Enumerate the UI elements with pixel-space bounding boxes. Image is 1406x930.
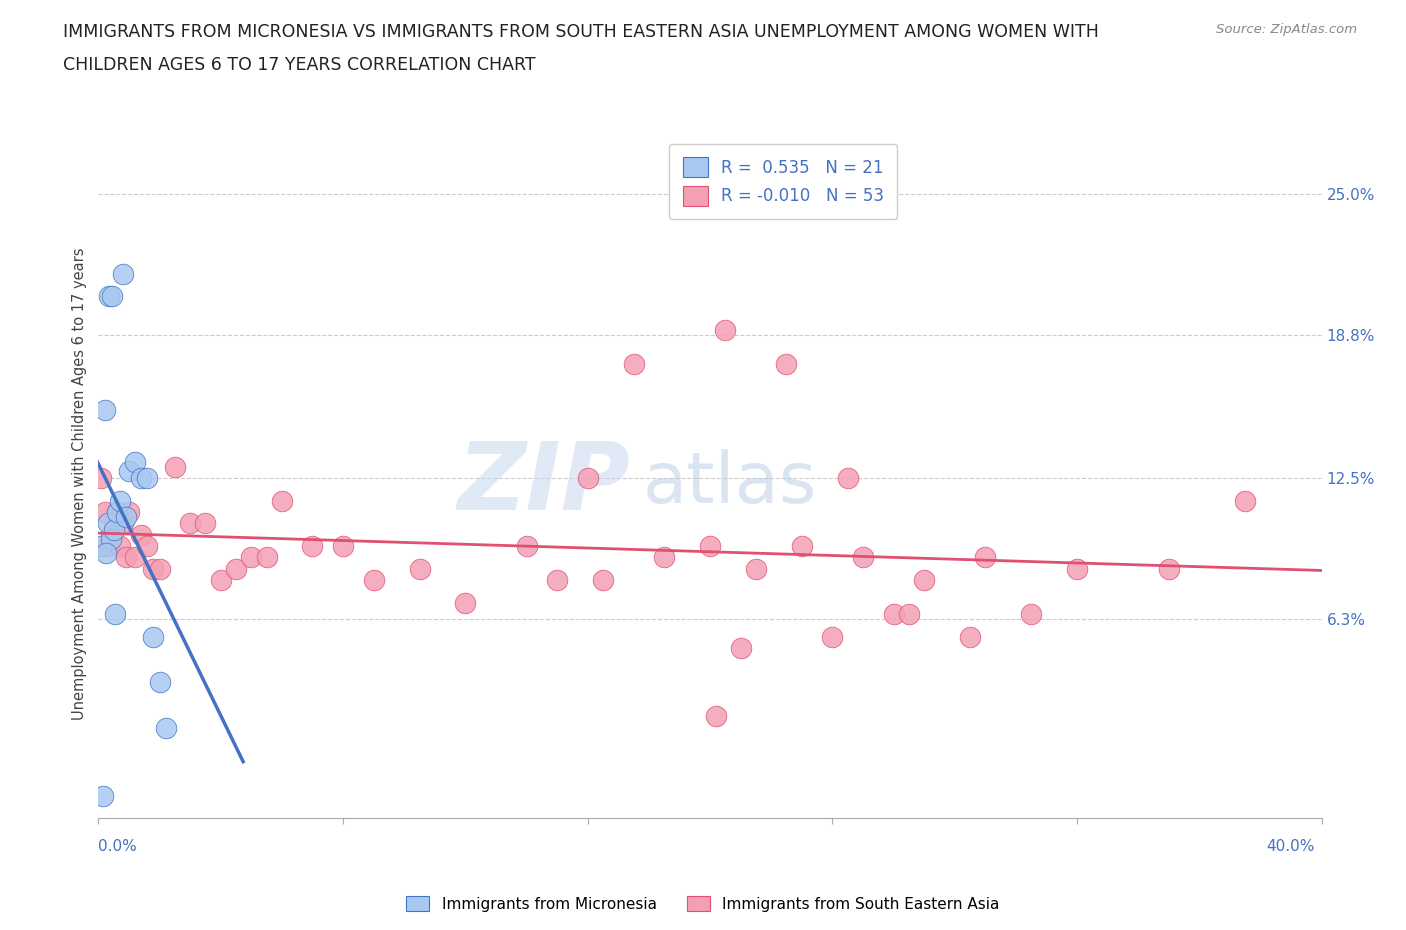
- Y-axis label: Unemployment Among Women with Children Ages 6 to 17 years: Unemployment Among Women with Children A…: [72, 247, 87, 720]
- Point: [103, 523, 125, 538]
- Point: [546, 573, 568, 588]
- Point: [745, 562, 768, 577]
- Point: [883, 606, 905, 621]
- Point: [124, 455, 146, 470]
- Point: [699, 538, 721, 553]
- Point: [775, 357, 797, 372]
- Point: [912, 573, 935, 588]
- Point: [714, 323, 737, 338]
- Point: [129, 471, 152, 485]
- Text: ZIP: ZIP: [457, 438, 630, 529]
- Point: [897, 606, 920, 621]
- Point: [790, 538, 813, 553]
- Point: [115, 550, 138, 565]
- Point: [108, 538, 131, 553]
- Point: [332, 538, 354, 553]
- Point: [821, 630, 844, 644]
- Point: [100, 527, 122, 542]
- Point: [179, 516, 201, 531]
- Point: [136, 471, 159, 485]
- Point: [194, 516, 217, 531]
- Point: [149, 675, 172, 690]
- Point: [136, 538, 159, 553]
- Point: [105, 505, 128, 520]
- Point: [142, 562, 165, 577]
- Point: [256, 550, 278, 565]
- Point: [93, 403, 115, 418]
- Point: [1066, 562, 1088, 577]
- Point: [90, 538, 112, 553]
- Point: [108, 493, 131, 508]
- Point: [115, 509, 138, 524]
- Point: [225, 562, 247, 577]
- Point: [959, 630, 981, 644]
- Point: [454, 595, 477, 610]
- Point: [209, 573, 232, 588]
- Point: [1234, 493, 1257, 508]
- Point: [837, 471, 859, 485]
- Point: [163, 459, 186, 474]
- Point: [408, 562, 430, 577]
- Point: [270, 493, 294, 508]
- Point: [652, 550, 675, 565]
- Legend: Immigrants from Micronesia, Immigrants from South Eastern Asia: Immigrants from Micronesia, Immigrants f…: [401, 889, 1005, 918]
- Point: [124, 550, 146, 565]
- Point: [576, 471, 599, 485]
- Point: [730, 641, 752, 656]
- Point: [129, 527, 152, 542]
- Point: [301, 538, 323, 553]
- Point: [90, 471, 112, 485]
- Legend: R =  0.535   N = 21, R = -0.010   N = 53: R = 0.535 N = 21, R = -0.010 N = 53: [669, 144, 897, 219]
- Text: atlas: atlas: [643, 449, 817, 518]
- Point: [98, 289, 121, 304]
- Text: Source: ZipAtlas.com: Source: ZipAtlas.com: [1216, 23, 1357, 36]
- Point: [142, 630, 165, 644]
- Point: [155, 720, 177, 735]
- Point: [97, 538, 120, 553]
- Point: [1157, 562, 1180, 577]
- Point: [105, 505, 128, 520]
- Point: [104, 606, 127, 621]
- Point: [118, 464, 141, 479]
- Text: 40.0%: 40.0%: [1267, 839, 1315, 854]
- Point: [974, 550, 997, 565]
- Point: [91, 789, 114, 804]
- Point: [111, 516, 134, 531]
- Point: [97, 516, 120, 531]
- Text: 0.0%: 0.0%: [98, 839, 138, 854]
- Point: [704, 709, 727, 724]
- Point: [94, 545, 117, 560]
- Point: [103, 516, 125, 531]
- Point: [93, 505, 115, 520]
- Point: [101, 289, 124, 304]
- Point: [516, 538, 538, 553]
- Point: [592, 573, 614, 588]
- Point: [111, 266, 134, 281]
- Point: [623, 357, 645, 372]
- Point: [118, 505, 141, 520]
- Text: IMMIGRANTS FROM MICRONESIA VS IMMIGRANTS FROM SOUTH EASTERN ASIA UNEMPLOYMENT AM: IMMIGRANTS FROM MICRONESIA VS IMMIGRANTS…: [63, 23, 1099, 41]
- Point: [363, 573, 385, 588]
- Point: [149, 562, 172, 577]
- Point: [100, 532, 122, 547]
- Text: CHILDREN AGES 6 TO 17 YEARS CORRELATION CHART: CHILDREN AGES 6 TO 17 YEARS CORRELATION …: [63, 56, 536, 73]
- Point: [1019, 606, 1042, 621]
- Point: [852, 550, 875, 565]
- Point: [240, 550, 263, 565]
